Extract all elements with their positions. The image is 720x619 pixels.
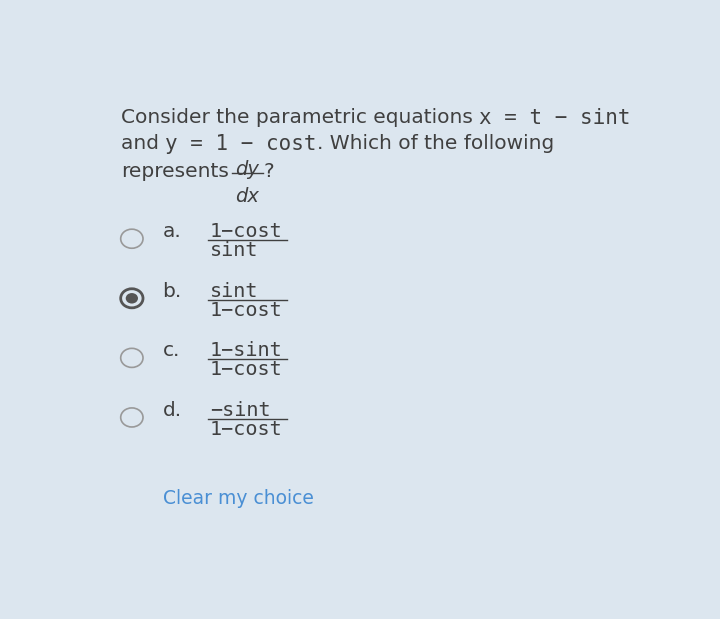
Text: represents: represents xyxy=(121,162,228,181)
Text: . Which of the following: . Which of the following xyxy=(317,134,554,153)
Text: 1−cost: 1−cost xyxy=(210,420,283,439)
Text: sint: sint xyxy=(210,282,258,301)
Text: Consider the parametric equations: Consider the parametric equations xyxy=(121,108,479,127)
Text: sint: sint xyxy=(210,241,258,260)
Text: ?: ? xyxy=(264,162,274,181)
Text: 1−sint: 1−sint xyxy=(210,341,283,360)
Circle shape xyxy=(121,348,143,368)
Text: 1−cost: 1−cost xyxy=(210,301,283,319)
Circle shape xyxy=(121,288,143,308)
Text: Clear my choice: Clear my choice xyxy=(163,489,313,508)
Circle shape xyxy=(126,293,138,303)
Text: b.: b. xyxy=(163,282,181,301)
Text: and: and xyxy=(121,134,165,153)
Text: d.: d. xyxy=(163,400,181,420)
Text: c.: c. xyxy=(163,341,180,360)
Text: 1−cost: 1−cost xyxy=(210,222,283,241)
Text: y = 1 − cost: y = 1 − cost xyxy=(165,134,317,154)
Text: dy: dy xyxy=(235,160,258,179)
Circle shape xyxy=(121,408,143,427)
Text: dx: dx xyxy=(235,187,258,206)
Text: −sint: −sint xyxy=(210,400,271,420)
Text: 1−cost: 1−cost xyxy=(210,360,283,379)
Circle shape xyxy=(121,229,143,248)
Text: a.: a. xyxy=(163,222,181,241)
Text: x = t − sint: x = t − sint xyxy=(479,108,631,128)
